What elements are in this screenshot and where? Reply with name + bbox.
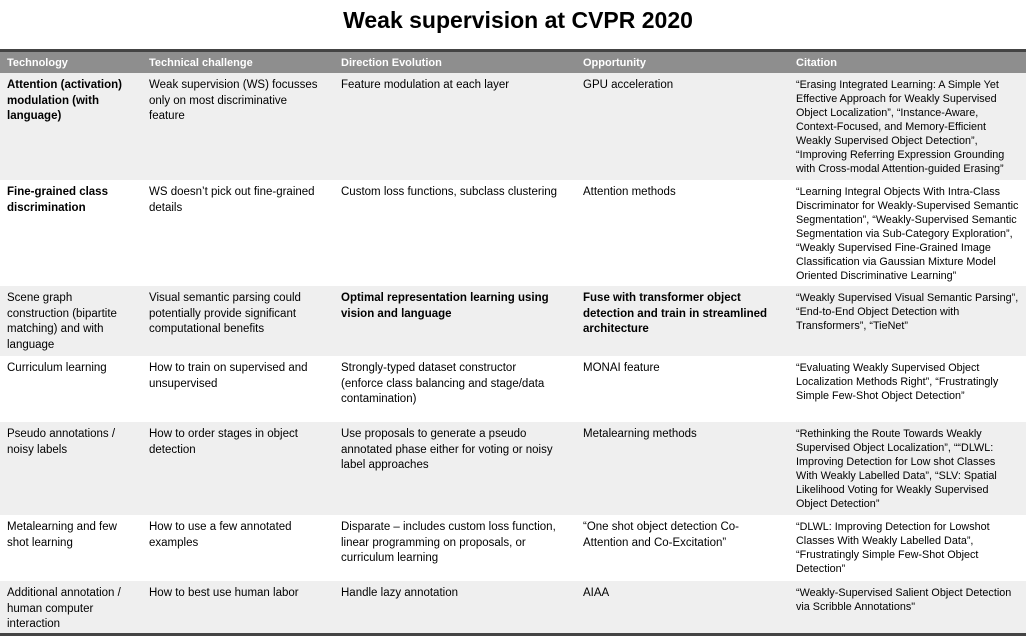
direction-cell: Disparate – includes custom loss functio…: [341, 521, 556, 564]
citation-cell: “Learning Integral Objects With Intra-Cl…: [796, 186, 1019, 282]
citation-cell: “Erasing Integrated Learning: A Simple Y…: [796, 79, 1005, 175]
direction-cell: Optimal representation learning using vi…: [341, 292, 549, 320]
opportunity-cell: Metalearning methods: [583, 428, 697, 440]
table-row: Curriculum learning How to train on supe…: [0, 356, 1026, 422]
challenge-cell: Weak supervision (WS) focusses only on m…: [149, 79, 318, 122]
citation-cell: “Weakly Supervised Visual Semantic Parsi…: [796, 292, 1019, 332]
citation-cell: “Evaluating Weakly Supervised Object Loc…: [796, 362, 999, 402]
header-direction-evolution: Direction Evolution: [341, 57, 442, 69]
weak-supervision-table: Technology Technical challenge Direction…: [0, 49, 1026, 633]
challenge-cell: How to use a few annotated examples: [149, 521, 292, 549]
table-row: Scene graph construction (bipartite matc…: [0, 286, 1026, 356]
challenge-cell: How to order stages in object detection: [149, 428, 298, 456]
direction-cell: Feature modulation at each layer: [341, 79, 510, 91]
table-bottom-border: [0, 633, 1026, 636]
table-row: Additional annotation / human computer i…: [0, 581, 1026, 633]
technology-cell: Curriculum learning: [7, 362, 107, 374]
technology-cell: Pseudo annotations / noisy labels: [7, 428, 116, 456]
opportunity-cell: Fuse with transformer object detection a…: [583, 292, 768, 335]
technology-cell: Fine-grained class discrimination: [7, 186, 108, 214]
table-row: Pseudo annotations / noisy labels How to…: [0, 422, 1026, 515]
citation-cell: “DLWL: Improving Detection for Lowshot C…: [796, 521, 990, 575]
header-opportunity: Opportunity: [583, 57, 646, 69]
challenge-cell: WS doesn’t pick out fine-grained details: [149, 186, 315, 214]
citation-cell: “Rethinking the Route Towards Weakly Sup…: [796, 428, 997, 510]
table-row: Metalearning and few shot learning How t…: [0, 515, 1026, 581]
technology-cell: Scene graph construction (bipartite matc…: [7, 292, 117, 351]
direction-cell: Strongly-typed dataset constructor (enfo…: [341, 362, 545, 405]
citation-cell: “Weakly-Supervised Salient Object Detect…: [796, 587, 1012, 613]
technology-cell: Additional annotation / human computer i…: [7, 587, 121, 630]
page-title: Weak supervision at CVPR 2020: [343, 7, 693, 33]
challenge-cell: Visual semantic parsing could potentiall…: [149, 292, 301, 335]
technology-cell: Attention (activation) modulation (with …: [7, 79, 122, 122]
direction-cell: Use proposals to generate a pseudo annot…: [341, 428, 553, 471]
table-row: Attention (activation) modulation (with …: [0, 73, 1026, 180]
challenge-cell: How to best use human labor: [149, 587, 299, 599]
direction-cell: Custom loss functions, subclass clusteri…: [341, 186, 558, 198]
opportunity-cell: AIAA: [583, 587, 610, 599]
opportunity-cell: MONAI feature: [583, 362, 660, 374]
header-citation: Citation: [796, 57, 837, 69]
challenge-cell: How to train on supervised and unsupervi…: [149, 362, 308, 390]
opportunity-cell: GPU acceleration: [583, 79, 674, 91]
direction-cell: Handle lazy annotation: [341, 587, 458, 599]
table-row: Fine-grained class discrimination WS doe…: [0, 180, 1026, 286]
technology-cell: Metalearning and few shot learning: [7, 521, 117, 549]
opportunity-cell: “One shot object detection Co- Attention…: [583, 521, 739, 549]
header-technical-challenge: Technical challenge: [149, 57, 253, 69]
table-header-row: Technology Technical challenge Direction…: [0, 49, 1026, 73]
header-technology: Technology: [7, 57, 68, 69]
opportunity-cell: Attention methods: [583, 186, 676, 198]
